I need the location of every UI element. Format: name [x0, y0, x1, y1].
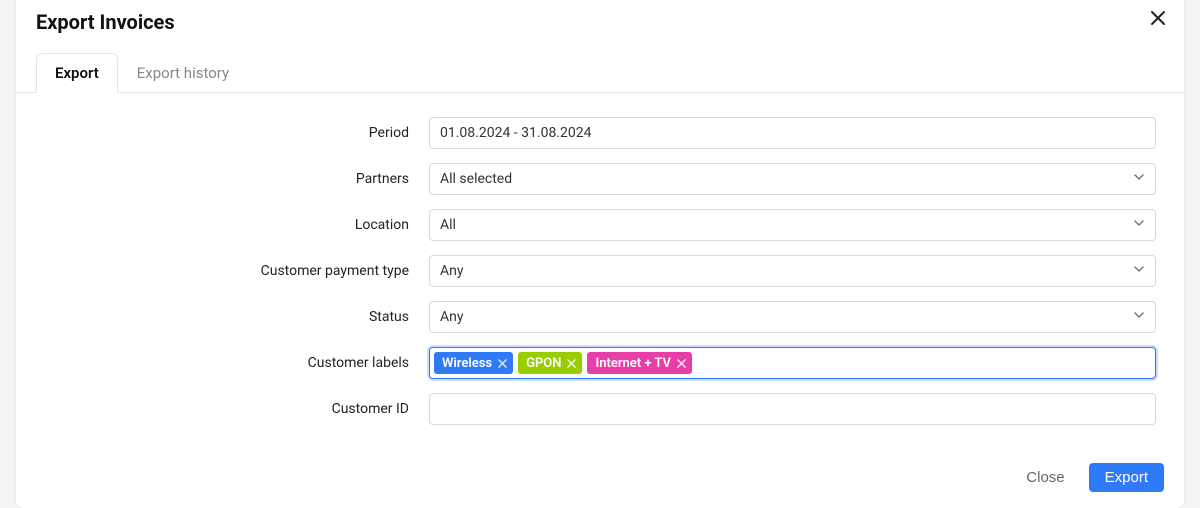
remove-tag-icon[interactable]	[567, 359, 576, 368]
row-customer-id: Customer ID	[44, 393, 1156, 425]
period-value: 01.08.2024 - 31.08.2024	[440, 125, 591, 141]
chevron-down-icon	[1133, 263, 1145, 279]
period-input[interactable]: 01.08.2024 - 31.08.2024	[429, 117, 1156, 149]
customer-label-tag: Wireless	[434, 352, 513, 374]
tag-text: Internet + TV	[595, 356, 671, 371]
row-location: Location All	[44, 209, 1156, 241]
location-value: All	[440, 217, 1133, 233]
remove-tag-icon[interactable]	[677, 359, 686, 368]
chevron-down-icon	[1133, 217, 1145, 233]
chevron-down-icon	[1133, 171, 1145, 187]
label-customer-id: Customer ID	[44, 401, 429, 417]
label-partners: Partners	[44, 171, 429, 187]
tag-text: GPON	[526, 356, 561, 371]
tab-export[interactable]: Export	[36, 53, 118, 93]
customer-id-input[interactable]	[429, 393, 1156, 425]
modal-footer: Close Export	[16, 449, 1184, 508]
location-select[interactable]: All	[429, 209, 1156, 241]
row-period: Period 01.08.2024 - 31.08.2024	[44, 117, 1156, 149]
customer-label-tag: Internet + TV	[587, 352, 692, 374]
export-invoices-modal: Export Invoices Export Export history Pe…	[16, 0, 1184, 508]
label-location: Location	[44, 217, 429, 233]
export-form-panel: Period 01.08.2024 - 31.08.2024 Partners …	[16, 92, 1184, 449]
payment-type-value: Any	[440, 263, 1133, 279]
status-value: Any	[440, 309, 1133, 325]
row-customer-labels: Customer labels Wireless GPON Internet + T…	[44, 347, 1156, 379]
tab-export-history[interactable]: Export history	[118, 53, 248, 93]
partners-value: All selected	[440, 171, 1133, 187]
row-status: Status Any	[44, 301, 1156, 333]
chevron-down-icon	[1133, 309, 1145, 325]
modal-header: Export Invoices	[16, 0, 1184, 34]
label-payment-type: Customer payment type	[44, 263, 429, 279]
export-button[interactable]: Export	[1089, 463, 1164, 492]
tabs: Export Export history	[16, 52, 1184, 92]
payment-type-select[interactable]: Any	[429, 255, 1156, 287]
customer-label-tag: GPON	[518, 352, 582, 374]
customer-labels-input[interactable]: Wireless GPON Internet + TV	[429, 347, 1156, 379]
close-button[interactable]: Close	[1020, 468, 1070, 487]
label-customer-labels: Customer labels	[44, 355, 429, 371]
remove-tag-icon[interactable]	[498, 359, 507, 368]
row-partners: Partners All selected	[44, 163, 1156, 195]
partners-select[interactable]: All selected	[429, 163, 1156, 195]
status-select[interactable]: Any	[429, 301, 1156, 333]
modal-title: Export Invoices	[36, 10, 1164, 34]
label-period: Period	[44, 125, 429, 141]
row-payment-type: Customer payment type Any	[44, 255, 1156, 287]
label-status: Status	[44, 309, 429, 325]
tag-text: Wireless	[442, 356, 492, 371]
close-icon[interactable]	[1148, 8, 1168, 32]
